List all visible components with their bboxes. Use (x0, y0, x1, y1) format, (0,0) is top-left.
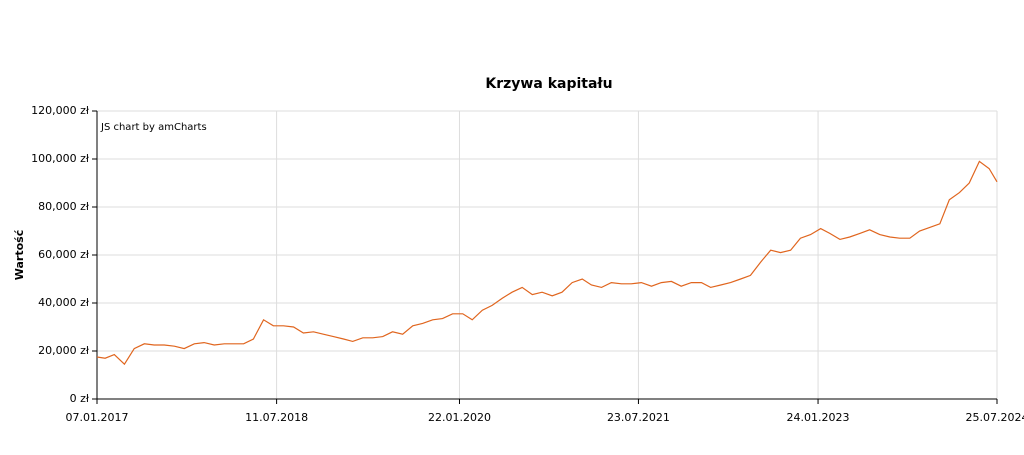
y-tick-label: 40,000 zł (38, 296, 90, 309)
x-tick-label: 25.07.2024 (966, 411, 1024, 424)
y-tick-label: 0 zł (70, 392, 90, 405)
x-tick-label: 07.01.2017 (66, 411, 129, 424)
y-tick-label: 60,000 zł (38, 248, 90, 261)
y-tick-label: 80,000 zł (38, 200, 90, 213)
y-tick-label: 100,000 zł (31, 152, 90, 165)
x-tick-label: 23.07.2021 (607, 411, 670, 424)
credit: JS chart by amCharts (100, 122, 207, 133)
y-tick-label: 120,000 zł (31, 104, 90, 117)
chart-title: Krzywa kapitału (485, 76, 612, 92)
series-line (96, 160, 998, 366)
x-tick-label: 24.01.2023 (787, 411, 850, 424)
y-tick-label: 20,000 zł (38, 344, 90, 357)
x-tick-label: 22.01.2020 (428, 411, 491, 424)
y-axis-label: Wartość (13, 229, 26, 280)
x-tick-label: 11.07.2018 (245, 411, 308, 424)
